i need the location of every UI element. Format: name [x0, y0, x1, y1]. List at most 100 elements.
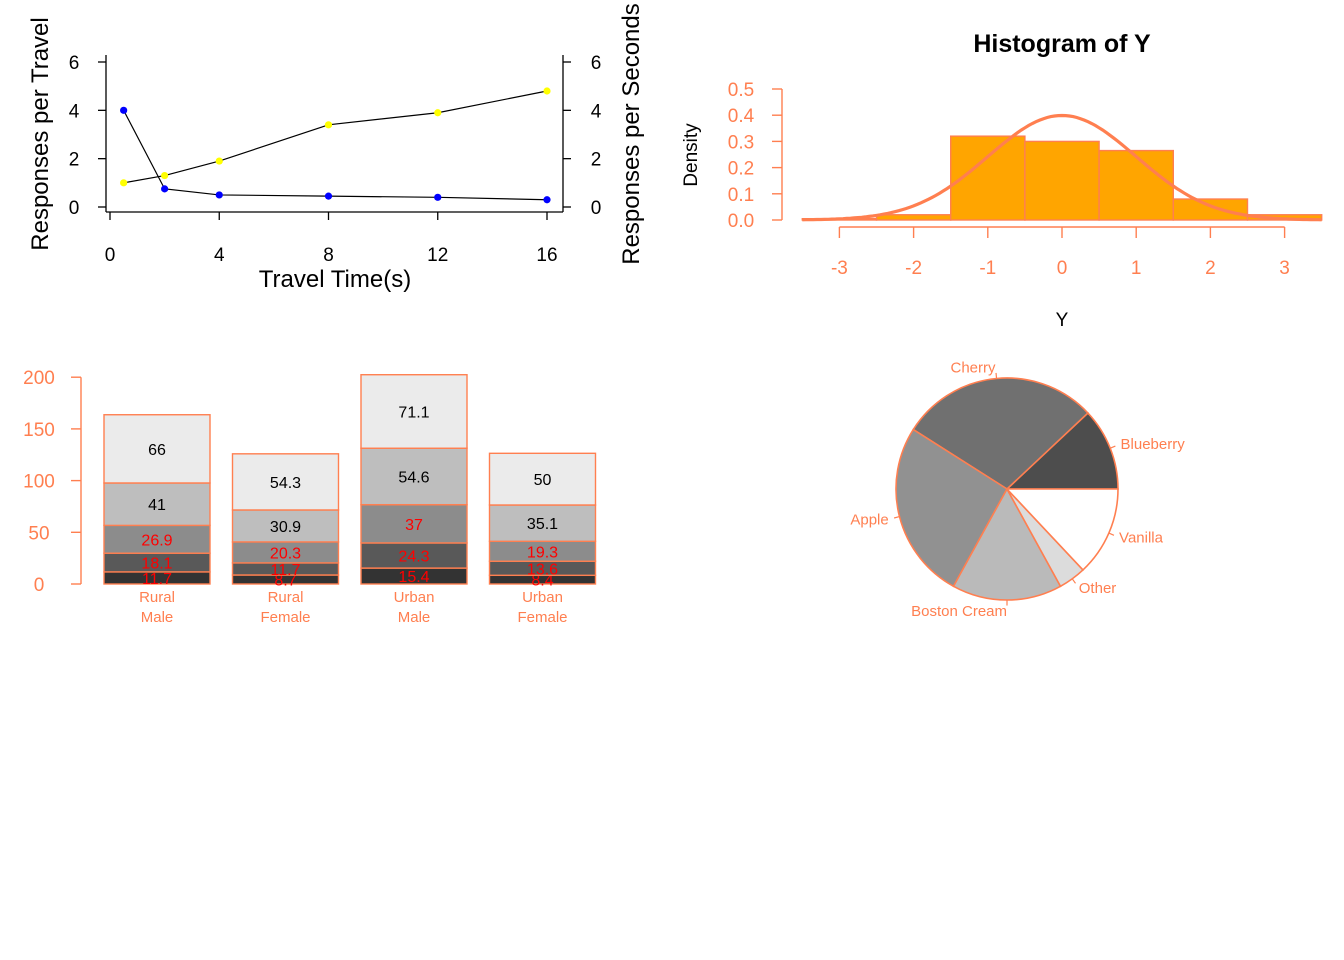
histogram-y-tick-label: 0.4: [728, 106, 755, 127]
stacked-bar-value-label: 66: [148, 442, 166, 459]
pie-slice: [895, 428, 1009, 588]
line-chart-series: [120, 87, 551, 204]
stacked-bar-axes: 0 50 100 150 200: [23, 368, 82, 596]
line-chart-panel: 0 4 8 12 16 0 2 4 6 0 2 4 6 Travel Time(s) Respons…: [27, 3, 645, 293]
line-chart-y-tick-label-left: 4: [69, 101, 80, 122]
line-chart-data-point: [324, 121, 333, 129]
pie-slice-label: Blueberry: [1121, 436, 1186, 453]
stacked-bar-segment: [360, 374, 468, 449]
stacked-bar-value-label: 8.7: [274, 573, 296, 590]
histogram-y-tick-label: 0.1: [728, 185, 754, 206]
stacked-bar-category-label: Urban: [522, 589, 563, 606]
histogram-axes: 0.0 0.1 0.2 0.3 0.4 0.5 -3 -2 -1 0 1 2 3: [728, 80, 1290, 279]
stacked-bar-value-label: 11.7: [142, 571, 172, 588]
line-chart-data-point: [434, 109, 442, 117]
stacked-bar-value-label: 11.7: [271, 562, 301, 579]
pie-slice-label: Cherry: [950, 359, 996, 376]
stacked-bar-value-label: 19.3: [527, 544, 558, 561]
line-chart-y-axis-label-right: Responses per Seconds: [618, 3, 645, 265]
histogram-x-tick-label: -2: [905, 258, 922, 279]
line-chart-data-point: [161, 185, 169, 193]
histogram-bars: [801, 135, 1323, 221]
stacked-bar-y-tick-label: 100: [23, 472, 55, 493]
line-chart-y-tick-label-right: 6: [591, 53, 602, 74]
histogram-bar: [1172, 198, 1249, 221]
pie-slice-label: Vanilla: [1119, 529, 1164, 546]
line-chart-y-ticks-left: 0 2 4 6: [69, 53, 106, 219]
stacked-bar-segment: [103, 414, 211, 484]
line-chart-x-axis-label: Travel Time(s): [259, 266, 411, 293]
line-chart-series-line: [123, 90, 548, 184]
stacked-bar-category-label: Urban: [394, 589, 435, 606]
line-chart-x-tick-label: 12: [427, 245, 448, 266]
stacked-bar-value-label: 41: [148, 497, 166, 514]
histogram-x-tick-label: 2: [1205, 258, 1216, 279]
histogram-bar: [1098, 149, 1174, 221]
line-chart-y-tick-label-right: 4: [591, 101, 602, 122]
histogram-x-tick-label: 1: [1131, 258, 1142, 279]
stacked-bar-value-label: 35.1: [527, 516, 558, 533]
line-chart-data-point: [215, 191, 223, 199]
histogram-x-tick-label: 3: [1279, 258, 1290, 279]
stacked-bar-value-label: 24.3: [398, 549, 429, 566]
stacked-bar-segment: [103, 524, 211, 554]
stacked-bar-value-label: 50: [534, 472, 552, 489]
pie-slice: [1005, 488, 1119, 572]
histogram-y-tick-label: 0.5: [728, 80, 754, 101]
line-chart-y-tick-label-left: 2: [69, 150, 80, 171]
histogram-normal-curve: [802, 113, 1322, 222]
stacked-bar-value-label: 15.4: [398, 569, 429, 586]
pie-chart-panel: Blueberry Cherry Apple Boston Cream Other Van…: [850, 359, 1185, 620]
stacked-bar-value-label: 8.4: [531, 573, 553, 590]
histogram-x-tick-label: -3: [831, 258, 848, 279]
line-chart-data-point: [161, 171, 169, 180]
stacked-bar-segment: [488, 452, 597, 506]
line-chart-y-tick-label-right: 0: [591, 198, 602, 219]
histogram-x-tick-label: 0: [1057, 258, 1068, 279]
pie-slice: [952, 487, 1062, 601]
stacked-bar-category-labels: Rural Male Rural Female Urban Male Urban Female: [139, 589, 567, 626]
pie-labels: Blueberry Cherry Apple Boston Cream Other Van…: [850, 359, 1185, 620]
stacked-bar-value-label: 30.9: [270, 519, 301, 536]
stacked-bar-value-label: 26.9: [141, 532, 172, 549]
line-chart-data-point: [434, 193, 442, 201]
line-chart-y-axis-label-left: Responses per Travel: [27, 17, 54, 250]
pie-slice-label: Other: [1079, 580, 1117, 597]
histogram-y-tick-label: 0.3: [728, 132, 754, 153]
stacked-bar-segment: [231, 509, 340, 543]
line-chart-data-point: [120, 179, 128, 187]
line-chart-data-point: [543, 87, 551, 95]
line-chart-data-point: [120, 106, 128, 114]
stacked-bar-value-label: 71.1: [398, 404, 429, 421]
line-chart-axes: [105, 55, 564, 213]
line-chart-x-tick-label: 8: [323, 245, 334, 266]
stacked-bar-value-label: 18.1: [141, 556, 172, 573]
histogram-title: Histogram of Y: [973, 30, 1151, 58]
stacked-bar-y-tick-label: 200: [23, 368, 55, 389]
stacked-bar-value-label: 13.6: [527, 561, 558, 578]
histogram-bar: [875, 214, 952, 221]
line-chart-y-tick-label-left: 6: [69, 53, 80, 74]
pie-slices: [895, 377, 1119, 601]
stacked-bar-segment: [488, 504, 597, 542]
stacked-bar-y-tick-label: 0: [34, 575, 45, 596]
pie-label-leader: [1071, 578, 1076, 584]
stacked-bar-value-label: 37: [405, 517, 423, 534]
pie-slice-label: Boston Cream: [911, 603, 1007, 620]
stacked-bar-category-label: Rural: [268, 589, 304, 606]
line-chart-data-point: [543, 196, 551, 204]
stacked-bar-segment: [360, 447, 468, 506]
histogram-x-tick-label: -1: [979, 258, 996, 279]
pie-slice-label: Apple: [850, 511, 888, 528]
line-chart-y-tick-label-right: 2: [591, 150, 602, 171]
line-chart-data-point: [324, 192, 333, 200]
histogram-y-tick-label: 0.0: [728, 211, 754, 232]
histogram-x-axis-label: Y: [1056, 310, 1069, 331]
stacked-bar-value-label: 20.3: [270, 545, 301, 562]
stacked-bar-y-tick-label: 150: [23, 420, 55, 441]
stacked-bar-segment: [231, 453, 340, 511]
stacked-bar-segment: [103, 482, 211, 527]
histogram-bar: [1024, 140, 1100, 221]
